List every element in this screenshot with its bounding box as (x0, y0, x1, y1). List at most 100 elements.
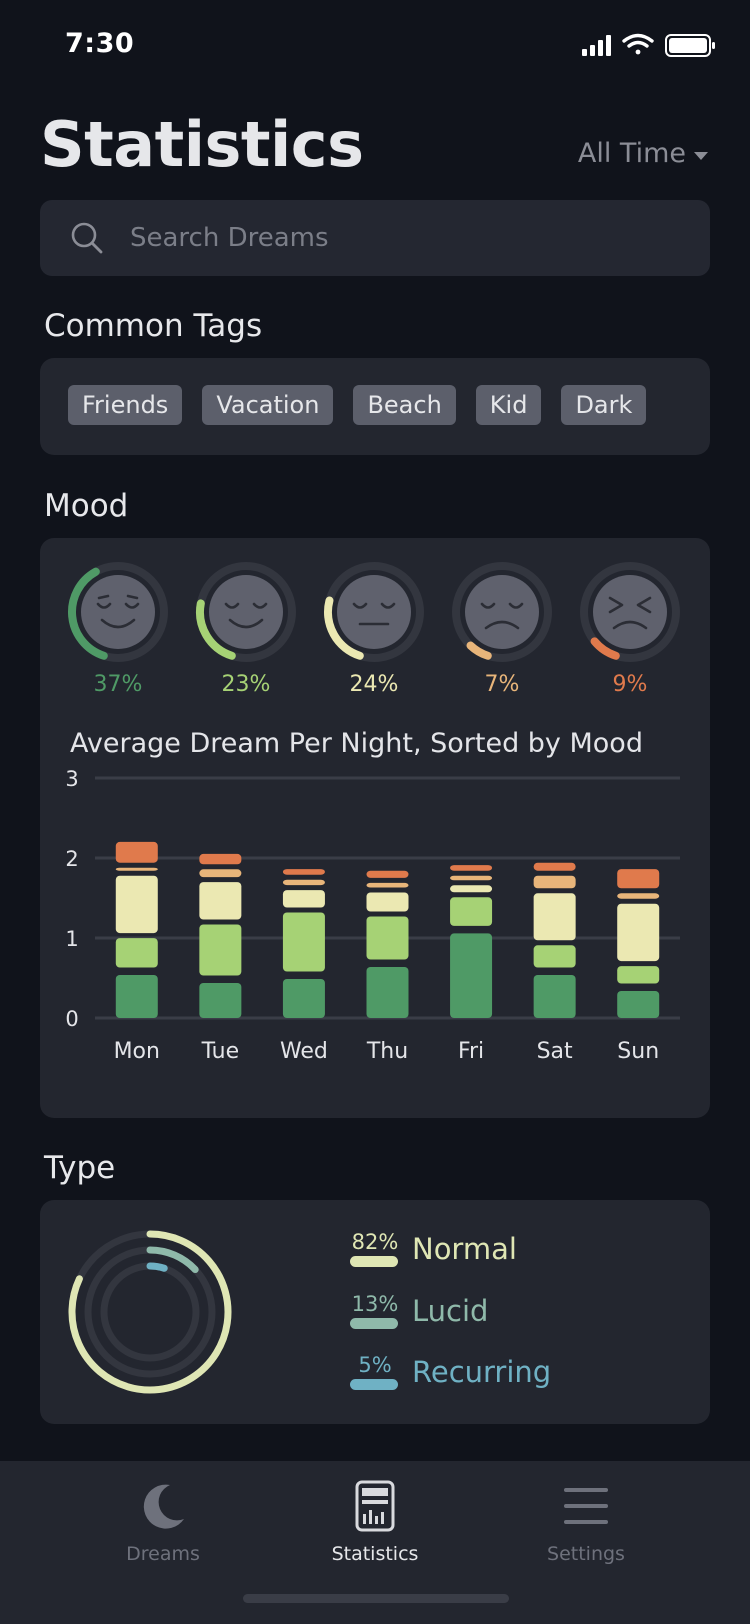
bar-segment (199, 853, 242, 865)
tag-vacation[interactable]: Vacation (202, 385, 334, 425)
bar-segment (115, 975, 158, 1018)
tag-friends[interactable]: Friends (68, 385, 183, 425)
happy-mood-arc (196, 599, 236, 660)
bar-segment (617, 966, 660, 984)
tag-kid[interactable]: Kid (475, 385, 542, 425)
tab-dreams[interactable]: Dreams (83, 1479, 243, 1565)
bar-segment (199, 924, 242, 976)
bar-segment (450, 897, 493, 926)
tags-section-title: Common Tags (44, 308, 263, 344)
search-bar[interactable] (40, 200, 710, 276)
mood-percent-very-happy: 37% (93, 672, 143, 697)
bar-segment (366, 882, 409, 888)
bar-segment (199, 869, 242, 878)
type-ring-chart (68, 1230, 232, 1394)
bar-segment (450, 933, 493, 1018)
bar-segment (282, 869, 325, 875)
bar-segment (366, 870, 409, 878)
legend-normal-label: Normal (412, 1231, 517, 1266)
neutral-mood-arc (324, 596, 364, 660)
bar-segment (282, 979, 325, 1018)
time-filter-dropdown[interactable]: All Time (578, 138, 708, 169)
mood-percent-neutral: 24% (349, 672, 399, 697)
bar-segment (450, 885, 493, 893)
signal-icon (582, 35, 611, 56)
bar-segment (617, 869, 660, 889)
x-tick-label: Wed (280, 1039, 328, 1064)
x-tick-label: Mon (114, 1039, 160, 1064)
very-happy-mood-arc (68, 567, 108, 660)
bar-segment (617, 903, 660, 962)
type-section-title: Type (44, 1150, 116, 1186)
status-icons (582, 33, 715, 57)
very-happy-face-icon (68, 562, 168, 662)
recurring-ring (146, 1262, 168, 1272)
tag-beach[interactable]: Beach (353, 385, 456, 425)
x-tick-label: Fri (458, 1039, 484, 1064)
home-indicator (243, 1594, 509, 1603)
legend-recurring-percent: 5% (358, 1353, 392, 1377)
bar-segment (366, 892, 409, 912)
x-tick-label: Tue (201, 1039, 240, 1064)
menu-icon (564, 1488, 608, 1524)
normal-ring (68, 1230, 232, 1394)
bar-segment (617, 991, 660, 1018)
legend-normal: 82% Normal (350, 1230, 517, 1267)
legend-recurring-label: Recurring (412, 1354, 552, 1389)
legend-lucid-percent: 13% (351, 1292, 399, 1316)
bar-segment (450, 865, 493, 871)
bar-segment (617, 893, 660, 899)
tab-dreams-label: Dreams (126, 1543, 200, 1565)
y-tick-label: 0 (65, 1007, 78, 1031)
legend-recurring-swatch (350, 1379, 398, 1390)
mood-section-title: Mood (44, 488, 129, 524)
bar-segment (533, 862, 576, 871)
bar-segment (282, 912, 325, 972)
page-title: Statistics (40, 108, 364, 181)
tags-card: Friends Vacation Beach Kid Dark (40, 358, 710, 455)
bar-segment (533, 975, 576, 1018)
type-card: 82% Normal 13% Lucid 5% Recurring (40, 1200, 710, 1424)
bar-segment (282, 890, 325, 908)
legend-lucid-label: Lucid (412, 1293, 489, 1328)
y-tick-label: 2 (65, 847, 78, 871)
mood-percent-sad: 7% (484, 672, 520, 697)
happy-face-icon (196, 562, 296, 662)
x-tick-label: Sat (537, 1039, 573, 1064)
chart-title: Average Dream Per Night, Sorted by Mood (70, 728, 643, 759)
bar-segment (282, 879, 325, 886)
x-tick-label: Thu (366, 1039, 408, 1064)
legend-lucid-swatch (350, 1318, 398, 1329)
y-tick-label: 1 (65, 927, 78, 951)
bar-segment (199, 882, 242, 920)
mood-card: 37% 23% 24% 7% (40, 538, 710, 1118)
tab-statistics-label: Statistics (331, 1543, 419, 1565)
bar-segment (199, 983, 242, 1018)
calculator-icon (355, 1480, 395, 1532)
bar-segment (115, 841, 158, 863)
wifi-icon (622, 33, 654, 55)
neutral-face-icon (324, 562, 424, 662)
search-input[interactable] (128, 222, 652, 254)
bar-segment (115, 867, 158, 871)
tab-statistics[interactable]: Statistics (295, 1479, 455, 1565)
time-filter-label: All Time (577, 138, 686, 169)
sad-mood-arc (466, 641, 492, 660)
bar-segment (366, 916, 409, 960)
legend-lucid: 13% Lucid (350, 1292, 488, 1329)
bar-segment (533, 875, 576, 889)
battery-icon (665, 34, 715, 57)
tab-settings-label: Settings (547, 1543, 625, 1565)
moon-icon (143, 1484, 184, 1529)
lucid-ring (146, 1246, 199, 1274)
legend-normal-percent: 82% (351, 1230, 399, 1254)
y-tick-label: 3 (65, 768, 78, 791)
status-time: 7:30 (65, 28, 135, 59)
upset-mood-arc (590, 637, 620, 660)
tag-dark[interactable]: Dark (561, 385, 647, 425)
bar-segment (533, 893, 576, 941)
bar-segment (115, 875, 158, 934)
tab-settings[interactable]: Settings (506, 1479, 666, 1565)
search-icon (71, 222, 103, 254)
bar-segment (450, 875, 493, 881)
